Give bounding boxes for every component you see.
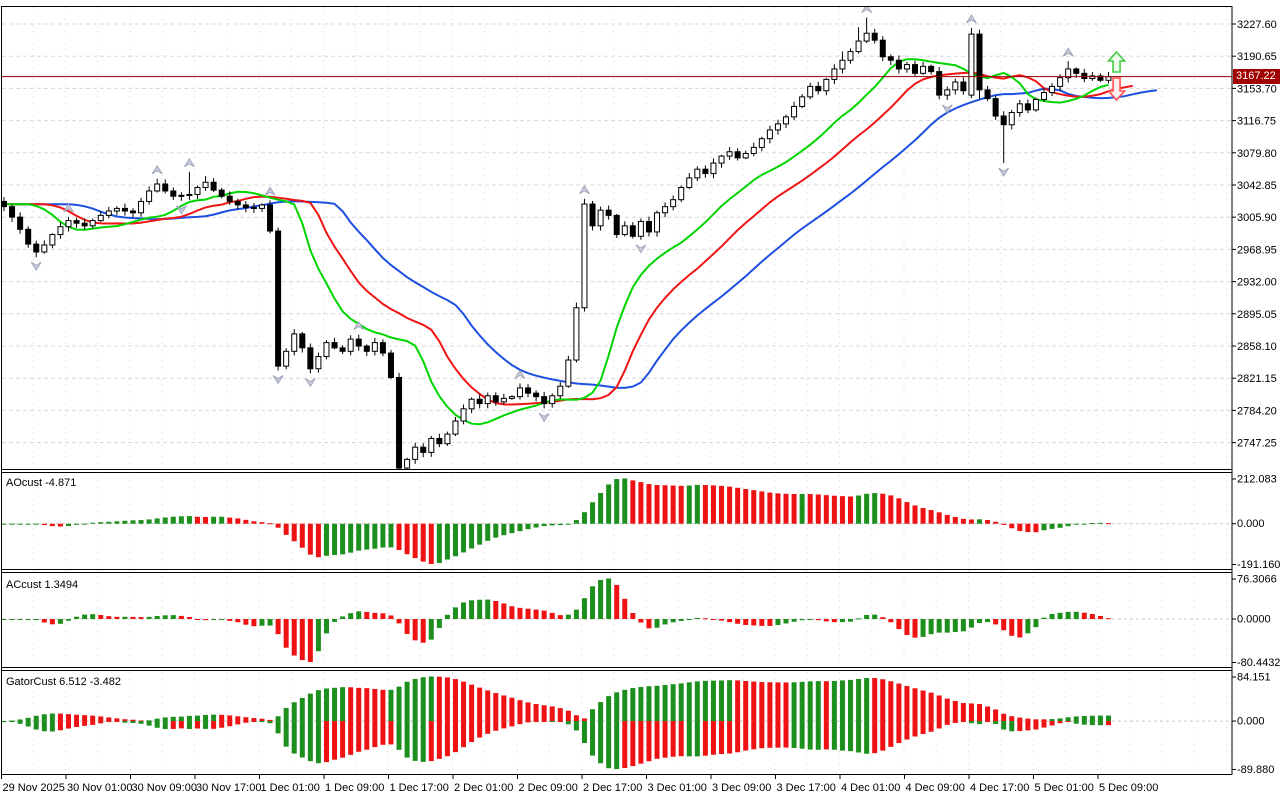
- current-price-tag: 3167.22: [1233, 69, 1280, 84]
- svg-text:1 Dec 09:00: 1 Dec 09:00: [325, 782, 384, 794]
- svg-text:-80.4432: -80.4432: [1237, 657, 1280, 669]
- svg-text:2821.15: 2821.15: [1237, 373, 1277, 385]
- svg-text:4 Dec 09:00: 4 Dec 09:00: [906, 782, 965, 794]
- svg-text:30 Nov 17:00: 30 Nov 17:00: [196, 782, 261, 794]
- alligator-jaw-line: [2, 87, 1158, 389]
- ac-histogram: [1, 578, 1232, 662]
- svg-text:0.000: 0.000: [1237, 518, 1265, 530]
- svg-text:5 Dec 01:00: 5 Dec 01:00: [1035, 782, 1094, 794]
- sell-signal-arrow-icon: [1106, 77, 1127, 102]
- svg-text:3079.80: 3079.80: [1237, 148, 1277, 160]
- svg-text:2968.95: 2968.95: [1237, 244, 1277, 256]
- svg-text:-191.160: -191.160: [1237, 559, 1280, 571]
- ac-histogram-axis-labels: 76.3066 0.0000 -80.4432: [1231, 574, 1280, 669]
- svg-text:4 Dec 17:00: 4 Dec 17:00: [970, 782, 1029, 794]
- svg-text:2 Dec 01:00: 2 Dec 01:00: [454, 782, 513, 794]
- svg-text:2747.25: 2747.25: [1237, 438, 1277, 450]
- svg-text:3 Dec 09:00: 3 Dec 09:00: [712, 782, 771, 794]
- svg-text:30 Nov 09:00: 30 Nov 09:00: [132, 782, 197, 794]
- svg-text:2858.10: 2858.10: [1237, 341, 1277, 353]
- svg-text:2 Dec 17:00: 2 Dec 17:00: [583, 782, 642, 794]
- gator-histogram: [1, 676, 1232, 769]
- svg-text:4 Dec 01:00: 4 Dec 01:00: [841, 782, 900, 794]
- svg-text:2895.05: 2895.05: [1237, 309, 1277, 321]
- svg-text:1 Dec 01:00: 1 Dec 01:00: [261, 782, 320, 794]
- alligator-teeth-line: [2, 71, 1133, 406]
- svg-text:2 Dec 09:00: 2 Dec 09:00: [519, 782, 578, 794]
- svg-text:3153.70: 3153.70: [1237, 83, 1277, 95]
- svg-text:76.3066: 76.3066: [1237, 574, 1277, 586]
- svg-text:0.0000: 0.0000: [1237, 614, 1271, 626]
- ao-histogram-axis-labels: 212.083 0.000 -191.160: [1231, 474, 1280, 571]
- svg-text:-89.880: -89.880: [1237, 764, 1274, 776]
- svg-text:3042.85: 3042.85: [1237, 180, 1277, 192]
- ao-indicator-title: AOcust -4.871: [6, 477, 77, 489]
- svg-text:0.000: 0.000: [1237, 716, 1265, 728]
- svg-text:212.083: 212.083: [1237, 474, 1277, 486]
- svg-text:3227.60: 3227.60: [1237, 19, 1277, 31]
- svg-text:5 Dec 09:00: 5 Dec 09:00: [1099, 782, 1158, 794]
- svg-text:29 Nov 2025: 29 Nov 2025: [3, 782, 65, 794]
- price-axis: 3227.60 3190.65 3153.70 3116.75 3079.80 3042.…: [1231, 19, 1277, 450]
- candles-layer: [2, 17, 1112, 469]
- grid-lines: [2, 7, 1232, 774]
- time-axis: 29 Nov 2025 30 Nov 01:00 30 Nov 09:00 30 No…: [1, 775, 1158, 794]
- svg-text:1 Dec 17:00: 1 Dec 17:00: [390, 782, 449, 794]
- ac-indicator-title: ACcust 1.3494: [6, 579, 79, 591]
- ao-histogram: [1, 478, 1232, 564]
- svg-text:30 Nov 01:00: 30 Nov 01:00: [67, 782, 132, 794]
- svg-text:3005.90: 3005.90: [1237, 212, 1277, 224]
- buy-signal-arrow-icon: [1106, 50, 1127, 73]
- signal-arrows: [1106, 50, 1127, 102]
- window-frames: [1, 6, 1233, 775]
- gator-histogram-axis-labels: 84.151 0.000 -89.880: [1231, 672, 1274, 776]
- svg-text:3 Dec 17:00: 3 Dec 17:00: [777, 782, 836, 794]
- alligator-lines: [2, 58, 1158, 426]
- gator-indicator-title: GatorCust 6.512 -3.482: [6, 676, 121, 688]
- svg-text:3190.65: 3190.65: [1237, 51, 1277, 63]
- svg-text:2932.00: 2932.00: [1237, 277, 1277, 289]
- svg-text:2784.20: 2784.20: [1237, 405, 1277, 417]
- alligator-lips-line: [2, 58, 1109, 426]
- svg-text:84.151: 84.151: [1237, 672, 1271, 684]
- svg-text:3 Dec 01:00: 3 Dec 01:00: [648, 782, 707, 794]
- fractal-arrows: [30, 7, 1074, 423]
- svg-text:3116.75: 3116.75: [1237, 116, 1276, 128]
